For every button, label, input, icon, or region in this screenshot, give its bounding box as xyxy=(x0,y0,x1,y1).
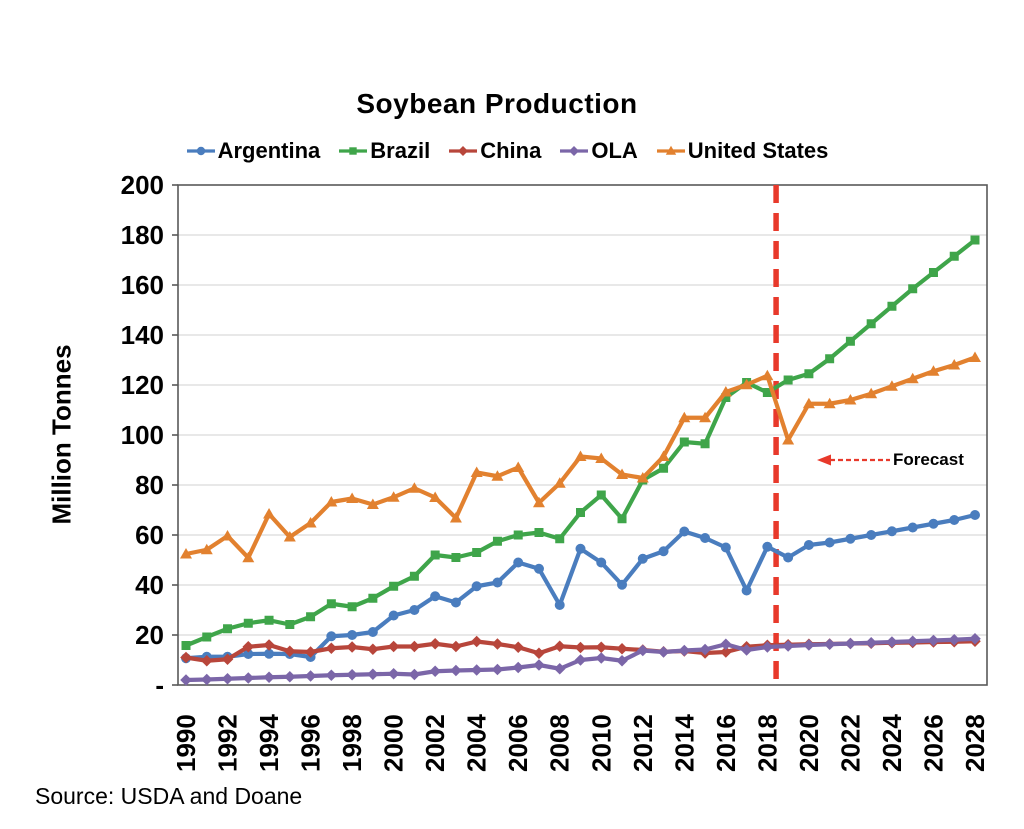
x-tick-label: 1994 xyxy=(254,714,284,772)
chart-title: Soybean Production xyxy=(356,88,638,119)
legend-label: China xyxy=(480,138,542,163)
x-tick-label: 2024 xyxy=(877,714,907,772)
legend-marker-triangle-icon xyxy=(656,145,685,155)
x-tick-label: 2010 xyxy=(586,714,616,772)
y-tick-label: 80 xyxy=(135,470,164,500)
forecast-annotation-label: Forecast xyxy=(893,450,964,469)
legend-item-ola: OLA xyxy=(559,138,638,164)
series-argentina xyxy=(181,510,980,664)
x-tick-label: 2018 xyxy=(752,714,782,772)
x-tick-label: 2002 xyxy=(420,714,450,772)
y-tick-label: 140 xyxy=(121,320,164,350)
x-tick-label: 2020 xyxy=(794,714,824,772)
series-united-states xyxy=(180,351,981,563)
x-tick-label: 2026 xyxy=(918,714,948,772)
y-tick-label: 120 xyxy=(121,370,164,400)
legend-label: OLA xyxy=(591,138,638,163)
legend-label: United States xyxy=(687,138,829,163)
y-tick-label: 200 xyxy=(121,170,164,200)
series-ola xyxy=(180,632,981,686)
legend-item-argentina: Argentina xyxy=(186,138,321,164)
x-tick-label: 1996 xyxy=(296,714,326,772)
legend-label: Argentina xyxy=(217,138,321,163)
legend-marker-square-icon xyxy=(339,147,368,155)
x-tick-label: 1990 xyxy=(171,714,201,772)
y-tick-label: - xyxy=(155,670,164,700)
legend-label: Brazil xyxy=(370,138,431,163)
x-tick-label: 2014 xyxy=(669,714,699,772)
chart-legend: Argentina Brazil China OLA United States xyxy=(0,138,1014,164)
x-tick-label: 2000 xyxy=(379,714,409,772)
x-tick-label: 2016 xyxy=(711,714,741,772)
x-tick-label: 2004 xyxy=(462,714,492,772)
y-tick-label: 160 xyxy=(121,270,164,300)
y-tick-label: 60 xyxy=(135,520,164,550)
legend-item-china: China xyxy=(448,138,541,164)
legend-marker-circle-icon xyxy=(186,146,215,156)
legend-marker-diamond-icon xyxy=(449,146,478,156)
legend-item-united-states: United States xyxy=(656,138,829,164)
x-tick-label: 2006 xyxy=(503,714,533,772)
y-tick-label: 180 xyxy=(121,220,164,250)
series-brazil xyxy=(181,235,980,650)
x-tick-label: 2012 xyxy=(628,714,658,772)
forecast-arrow-head xyxy=(817,454,831,466)
x-tick-label: 2028 xyxy=(960,714,990,772)
y-tick-label: 100 xyxy=(121,420,164,450)
y-tick-label: 40 xyxy=(135,570,164,600)
legend-item-brazil: Brazil xyxy=(338,138,430,164)
y-tick-label: 20 xyxy=(135,620,164,650)
x-tick-label: 1992 xyxy=(213,714,243,772)
legend-marker-diamond-icon xyxy=(560,146,589,156)
x-tick-label: 2022 xyxy=(835,714,865,772)
source-note: Source: USDA and Doane xyxy=(35,783,303,809)
x-tick-label: 2008 xyxy=(545,714,575,772)
x-tick-label: 1998 xyxy=(337,714,367,772)
